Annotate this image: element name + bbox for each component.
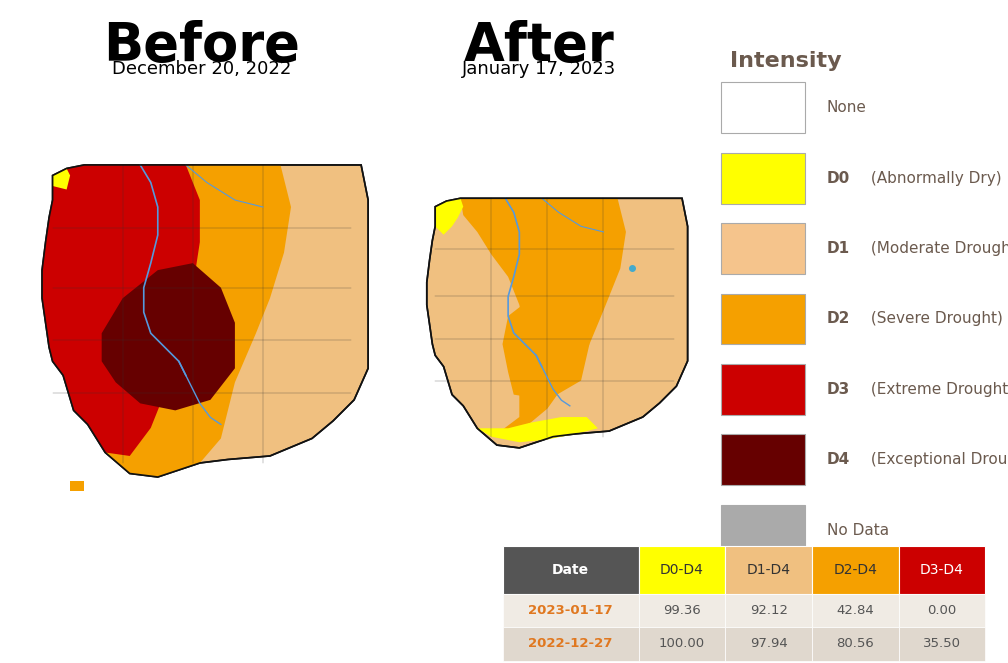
Text: None: None — [827, 100, 867, 115]
Text: (Moderate Drought): (Moderate Drought) — [866, 241, 1008, 256]
Text: 100.00: 100.00 — [659, 637, 705, 650]
Bar — [812, 546, 898, 594]
Bar — [898, 546, 985, 594]
Text: (Severe Drought): (Severe Drought) — [866, 312, 1003, 326]
FancyBboxPatch shape — [721, 364, 805, 415]
Bar — [726, 627, 812, 660]
Text: D1-D4: D1-D4 — [747, 563, 790, 577]
Bar — [639, 594, 726, 627]
Text: January 17, 2023: January 17, 2023 — [462, 60, 617, 78]
Text: Before: Before — [103, 20, 300, 72]
Bar — [503, 546, 639, 594]
Text: D2: D2 — [827, 312, 850, 326]
Text: Intensity: Intensity — [730, 51, 842, 71]
Bar — [812, 594, 898, 627]
Text: 97.94: 97.94 — [750, 637, 787, 650]
Text: 35.50: 35.50 — [923, 637, 961, 650]
Text: 80.56: 80.56 — [837, 637, 874, 650]
Bar — [812, 627, 898, 660]
Text: 42.84: 42.84 — [837, 604, 874, 617]
Text: (Abnormally Dry): (Abnormally Dry) — [866, 170, 1002, 186]
Polygon shape — [426, 198, 687, 448]
FancyBboxPatch shape — [721, 223, 805, 274]
Text: D4: D4 — [827, 452, 850, 467]
Bar — [639, 546, 726, 594]
Polygon shape — [503, 296, 590, 400]
Polygon shape — [71, 481, 84, 491]
Text: 2023-01-17: 2023-01-17 — [528, 604, 613, 617]
Text: D0-D4: D0-D4 — [660, 563, 704, 577]
FancyBboxPatch shape — [721, 434, 805, 485]
Text: (Exceptional Drought): (Exceptional Drought) — [866, 452, 1008, 467]
Text: D0: D0 — [827, 170, 850, 186]
FancyBboxPatch shape — [721, 152, 805, 204]
Polygon shape — [42, 165, 368, 477]
Bar — [639, 627, 726, 660]
Bar — [726, 594, 812, 627]
Bar — [898, 594, 985, 627]
FancyBboxPatch shape — [721, 505, 805, 556]
Text: 99.36: 99.36 — [663, 604, 701, 617]
Polygon shape — [477, 417, 598, 442]
Bar — [898, 627, 985, 660]
Text: D1: D1 — [827, 241, 850, 256]
FancyBboxPatch shape — [721, 82, 805, 133]
Text: 92.12: 92.12 — [750, 604, 787, 617]
Polygon shape — [42, 165, 291, 477]
Text: (Extreme Drought): (Extreme Drought) — [866, 382, 1008, 397]
FancyBboxPatch shape — [721, 294, 805, 344]
Text: December 20, 2022: December 20, 2022 — [112, 60, 291, 78]
Text: D3: D3 — [827, 382, 850, 397]
Polygon shape — [102, 263, 235, 410]
Text: After: After — [464, 20, 615, 72]
Polygon shape — [42, 165, 200, 456]
Text: 0.00: 0.00 — [927, 604, 957, 617]
Text: No Data: No Data — [827, 522, 889, 538]
Polygon shape — [435, 198, 464, 235]
Polygon shape — [52, 168, 71, 190]
Bar — [503, 594, 639, 627]
Text: D2-D4: D2-D4 — [834, 563, 877, 577]
Text: Date: Date — [552, 563, 590, 577]
Text: D3-D4: D3-D4 — [920, 563, 964, 577]
Bar — [503, 627, 639, 660]
Bar — [726, 546, 812, 594]
Text: 2022-12-27: 2022-12-27 — [528, 637, 613, 650]
Polygon shape — [461, 198, 626, 434]
